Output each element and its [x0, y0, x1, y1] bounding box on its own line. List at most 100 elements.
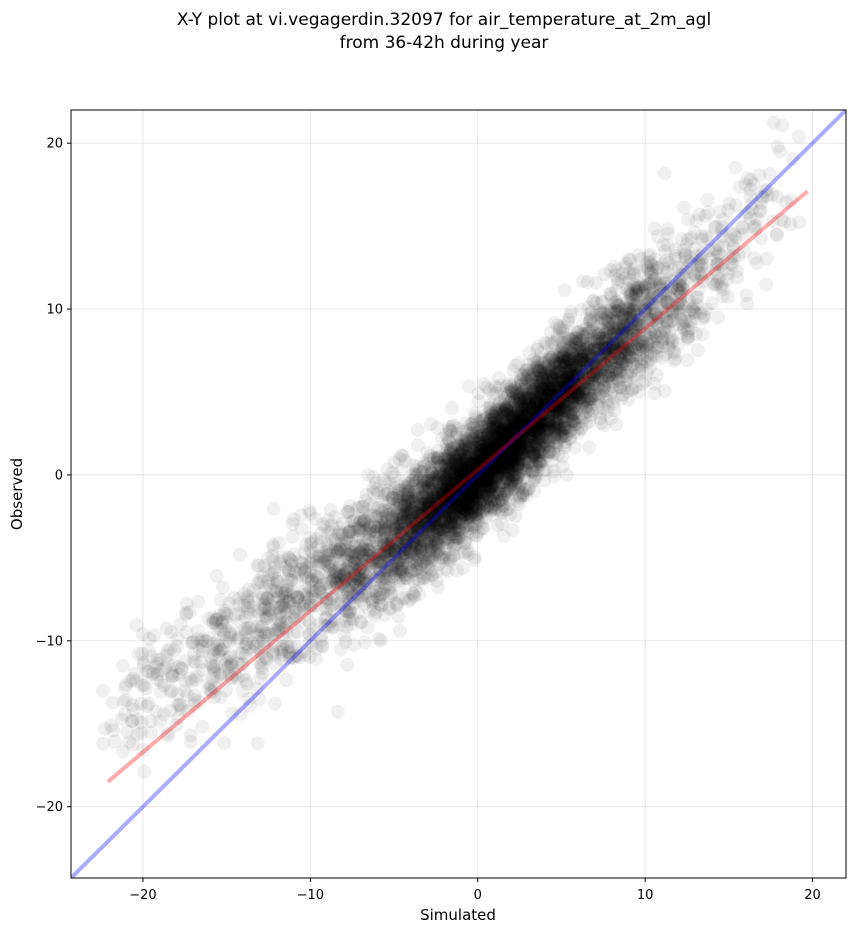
scatter-point: [355, 543, 370, 558]
scatter-point: [164, 625, 179, 640]
scatter-point: [274, 599, 289, 614]
scatter-point: [259, 611, 274, 626]
scatter-point: [360, 518, 375, 533]
scatter-point: [118, 680, 133, 695]
scatter-point: [339, 571, 353, 586]
scatter-point: [125, 714, 139, 729]
scatter-point: [351, 581, 366, 596]
scatter-point: [252, 692, 267, 707]
scatter-point: [254, 586, 269, 601]
scatter-point: [376, 532, 391, 547]
scatter-point: [283, 553, 298, 568]
scatter-point: [266, 553, 281, 568]
scatter-point: [258, 628, 273, 643]
scatter-point: [244, 619, 259, 634]
scatter-point: [204, 679, 219, 694]
scatter-point: [129, 674, 143, 688]
scatter-point: [144, 725, 158, 740]
scatter-point: [191, 623, 205, 638]
scatter-point: [273, 615, 288, 630]
scatter-point: [328, 612, 342, 627]
scatter-point: [257, 559, 272, 573]
scatter-point: [329, 543, 343, 557]
scatter-point: [143, 714, 158, 729]
scatter-point: [140, 664, 154, 679]
scatter-point: [215, 623, 230, 638]
scatter-point: [372, 583, 387, 598]
scatter-point: [225, 706, 239, 721]
scatter-point: [321, 564, 336, 579]
scatter-point: [363, 604, 378, 619]
scatter-point: [114, 712, 129, 727]
scatter-point: [310, 571, 325, 586]
scatter-point: [286, 651, 301, 665]
scatter-point: [324, 614, 339, 629]
scatter-point: [299, 537, 313, 552]
scatter-point: [209, 615, 223, 630]
scatter-point: [330, 571, 345, 586]
scatter-point: [242, 620, 257, 635]
scatter-point: [326, 551, 341, 566]
scatter-point: [212, 647, 227, 662]
scatter-point: [255, 619, 270, 634]
scatter-point: [345, 560, 360, 575]
scatter-point: [423, 548, 438, 563]
scatter-point: [329, 567, 344, 582]
scatter-point: [479, 380, 494, 395]
scatter-point: [255, 569, 270, 584]
scatter-point: [392, 549, 407, 564]
scatter-point: [326, 621, 340, 635]
scatter-point: [282, 593, 297, 608]
scatter-point: [331, 545, 345, 560]
scatter-point: [278, 590, 293, 604]
scatter-point: [297, 545, 312, 560]
scatter-point: [235, 656, 250, 671]
scatter-point: [295, 597, 310, 612]
scatter-point: [394, 561, 409, 576]
scatter-point: [149, 659, 164, 674]
scatter-point: [312, 548, 327, 563]
scatter-point: [185, 674, 200, 688]
scatter-point: [282, 563, 297, 578]
scatter-point: [304, 554, 319, 569]
scatter-point: [239, 636, 254, 651]
scatter-point: [192, 694, 207, 709]
scatter-point: [246, 583, 261, 598]
scatter-point: [167, 643, 182, 658]
scatter-point: [333, 542, 348, 557]
scatter-point: [277, 585, 292, 600]
scatter-point: [366, 525, 381, 540]
scatter-point: [321, 539, 336, 554]
scatter-point: [345, 525, 360, 540]
scatter-point: [261, 564, 276, 579]
scatter-point: [218, 657, 233, 672]
scatter-point: [281, 572, 296, 587]
scatter-point: [287, 564, 302, 579]
scatter-point: [178, 607, 193, 622]
scatter-point: [332, 520, 346, 535]
scatter-point: [302, 580, 317, 595]
scatter-point: [387, 558, 402, 573]
scatter-point: [265, 605, 279, 620]
scatter-point: [358, 585, 373, 600]
scatter-point: [312, 581, 327, 596]
scatter-point: [242, 698, 257, 713]
scatter-point: [137, 764, 152, 779]
scatter-point: [248, 639, 263, 654]
scatter-point: [370, 589, 385, 604]
scatter-point: [456, 561, 470, 575]
scatter-point: [303, 506, 318, 521]
scatter-point: [358, 565, 373, 580]
scatter-point: [153, 714, 168, 729]
scatter-point: [313, 555, 328, 570]
scatter-point: [153, 652, 168, 667]
scatter-point: [373, 587, 388, 601]
scatter-point: [251, 629, 266, 644]
scatter-point: [260, 592, 275, 607]
scatter-point: [261, 609, 275, 624]
scatter-point: [338, 562, 353, 577]
scatter-point: [279, 578, 294, 593]
scatter-point: [404, 494, 418, 509]
scatter-point: [205, 610, 220, 625]
scatter-point: [340, 547, 355, 562]
